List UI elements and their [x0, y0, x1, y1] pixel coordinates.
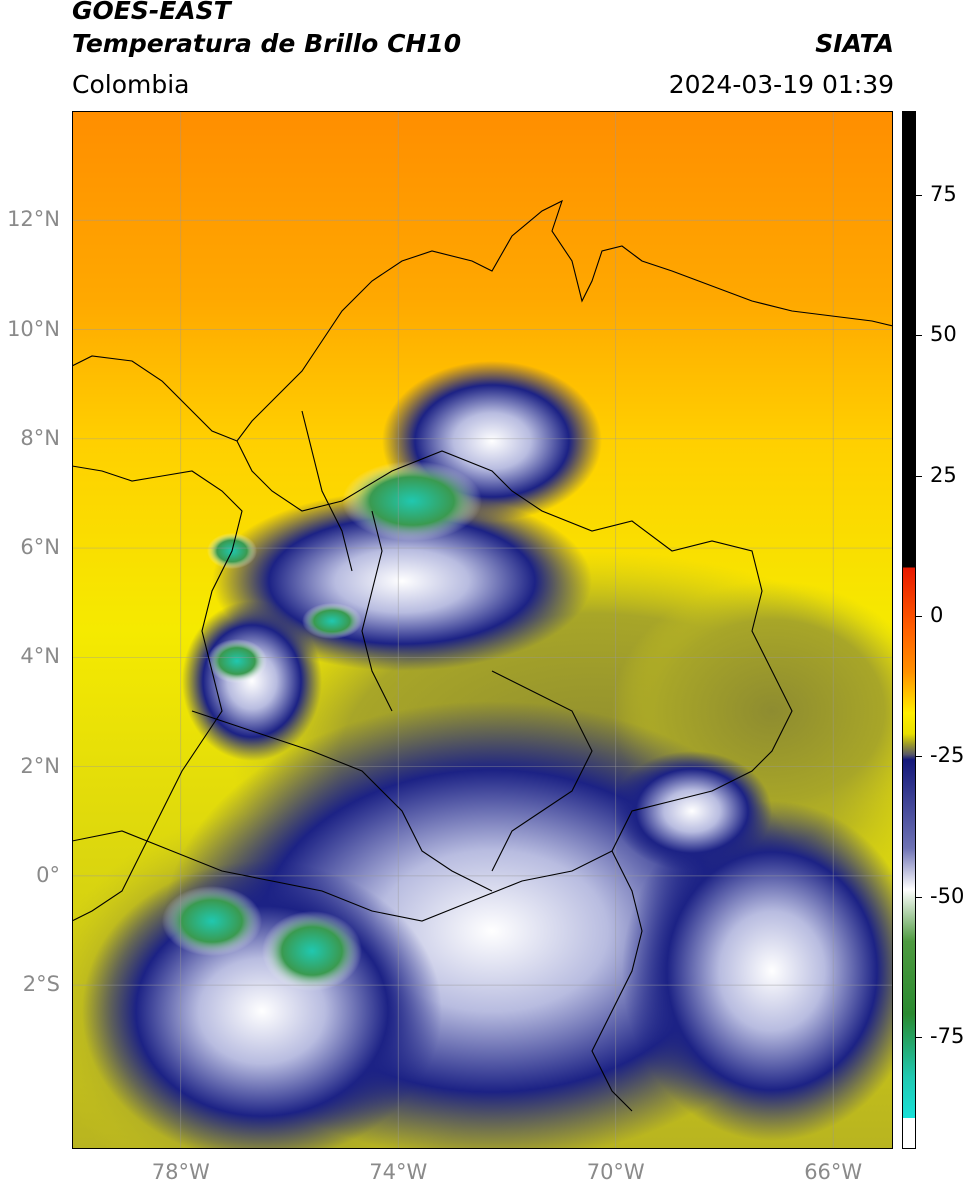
colorbar-tick-label: 75: [930, 182, 957, 207]
lat-tick-label: 2°S: [22, 972, 60, 997]
lon-tick-label: 70°W: [586, 1160, 645, 1184]
colorbar-tick: [916, 195, 922, 197]
colorbar-tick: [916, 615, 922, 617]
colorbar-tick-label: -75: [930, 1023, 965, 1048]
colorbar-tick: [916, 1036, 922, 1038]
region-label: Colombia: [72, 70, 190, 99]
colorbar-tick-label: 0: [930, 602, 944, 627]
lat-tick-label: 6°N: [20, 535, 60, 560]
lat-tick-label: 8°N: [20, 425, 60, 450]
colorbar-tick: [916, 335, 922, 337]
map-frame: [72, 111, 893, 1149]
colorbar-tick: [916, 475, 922, 477]
datetime-label: 2024-03-19 01:39: [668, 70, 894, 99]
lat-tick-label: 10°N: [7, 316, 60, 341]
source-label: SIATA: [815, 29, 894, 58]
colorbar-tick-label: 50: [930, 322, 957, 347]
product-title: Temperatura de Brillo CH10: [72, 29, 462, 58]
gridlines: [72, 111, 893, 1149]
colorbar-tick-label: 25: [930, 462, 957, 487]
lon-tick-label: 74°W: [369, 1160, 428, 1184]
satellite-title: GOES-EAST: [72, 0, 231, 25]
colorbar-tick-label: -50: [930, 883, 965, 908]
colorbar-tick-label: -25: [930, 743, 965, 768]
colorbar-tick: [916, 896, 922, 898]
lat-tick-label: 2°N: [20, 753, 60, 778]
colorbar-tick: [916, 756, 922, 758]
cloud-coldest-tops: [342, 461, 482, 541]
lat-tick-label: 4°N: [20, 644, 60, 669]
lat-tick-label: 0°: [36, 862, 60, 887]
brightness-temperature-map: [72, 111, 893, 1149]
lat-tick-label: 12°N: [7, 207, 60, 232]
lon-tick-label: 78°W: [151, 1160, 210, 1184]
country-borders: [72, 199, 893, 1112]
lon-tick-label: 66°W: [804, 1160, 863, 1184]
colorbar: [902, 111, 916, 1149]
